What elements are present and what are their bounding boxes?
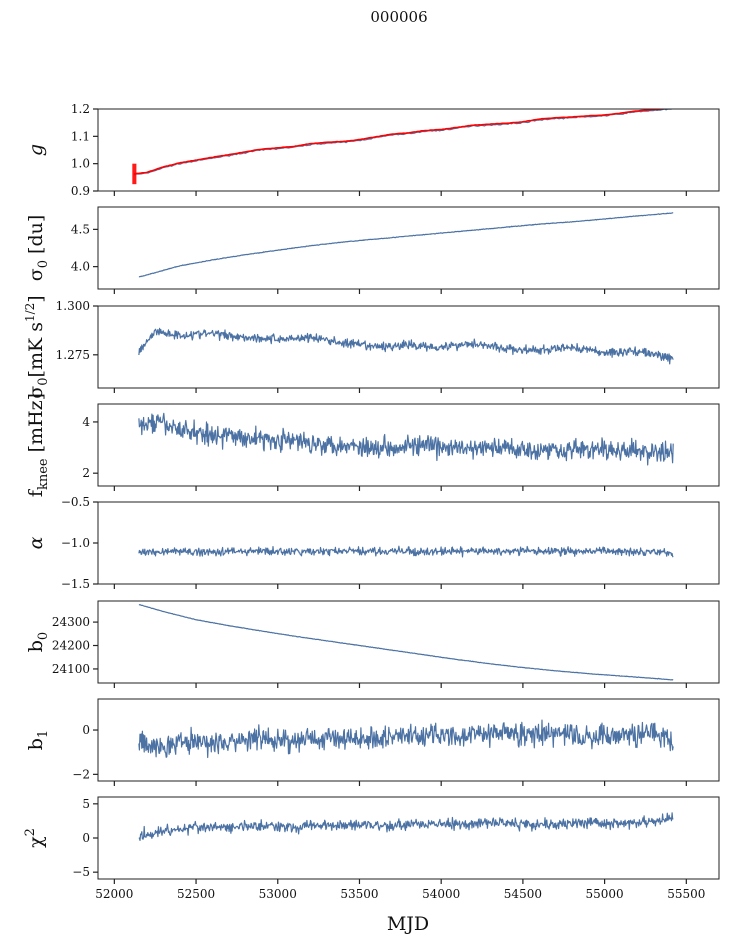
y-tick-label: −1.5 <box>61 577 90 591</box>
panel-g: 0.9 1.0 1.1 1.2 g <box>25 102 720 198</box>
y-tick-label: 24300 <box>52 615 90 629</box>
x-tick-label: 52000 <box>95 887 133 901</box>
y-tick-label: 1.300 <box>56 299 90 313</box>
panel-sigma0_mk: 1.275 1.300 σ0[mK s1/2] <box>23 295 720 399</box>
y-tick-label: 24200 <box>52 639 90 653</box>
panel-alpha: −1.5 −1.0 −0.5 α <box>25 495 720 591</box>
panel-frame <box>97 698 720 782</box>
series-group <box>138 327 674 365</box>
y-axis-label: α <box>25 536 47 549</box>
panel-fknee: 2 4 fknee [mHz] <box>25 393 720 497</box>
y-tick-label: −0.5 <box>61 495 90 509</box>
x-tick-label: 55500 <box>667 887 705 901</box>
y-tick-label: 1.275 <box>56 348 90 362</box>
series-line-0 <box>138 604 674 681</box>
y-tick-label: 0 <box>82 723 90 737</box>
series-line-0 <box>138 545 674 558</box>
y-axis-label: b1 <box>25 730 51 750</box>
panel-frame <box>97 305 720 389</box>
panel-frame <box>97 108 720 192</box>
series-line-0 <box>133 109 674 176</box>
panel-frame <box>97 796 720 880</box>
y-tick-label: 1.2 <box>71 102 90 116</box>
series-line-0 <box>138 412 674 466</box>
y-axis-label: b0 <box>25 632 51 652</box>
y-tick-label: −2 <box>72 767 90 781</box>
panel-frame <box>97 501 720 585</box>
y-axis-label: σ0 [du] <box>25 215 51 282</box>
panel-frame <box>97 206 720 290</box>
y-tick-label: 1.0 <box>71 157 90 171</box>
y-tick-label: 0.9 <box>71 184 90 198</box>
x-tick-label: 55000 <box>586 887 624 901</box>
y-tick-label: 5 <box>82 797 90 811</box>
panel-sigma0_du: 4.0 4.5 σ0 [du] <box>25 206 720 294</box>
panel-chi2: −5 0 5 52000 52500 53000 53500 54000 54500 55000 5… <box>23 796 720 901</box>
y-tick-label: 0 <box>82 831 90 845</box>
x-axis-label: MJD <box>387 913 429 935</box>
series-group <box>138 812 674 842</box>
series-line-0 <box>138 719 674 759</box>
y-tick-label: 4 <box>82 415 90 429</box>
series-line-0 <box>138 812 674 842</box>
series-line-0 <box>138 327 674 365</box>
x-tick-label: 54500 <box>504 887 542 901</box>
series-group <box>138 212 674 278</box>
series-group <box>138 604 674 681</box>
y-tick-label: −1.0 <box>61 536 90 550</box>
panel-b1: −2 0 b1 <box>25 698 720 786</box>
y-tick-label: 24100 <box>52 662 90 676</box>
series-group <box>138 719 674 759</box>
y-tick-label: 4.5 <box>71 222 90 236</box>
x-tick-label: 53500 <box>340 887 378 901</box>
y-axis-label: g <box>25 144 47 156</box>
series-line-0 <box>138 212 674 278</box>
y-axis-label: fknee [mHz] <box>25 393 51 497</box>
series-group <box>138 412 674 466</box>
y-tick-label: −5 <box>72 865 90 879</box>
x-tick-label: 54000 <box>422 887 460 901</box>
series-group <box>132 109 674 185</box>
y-tick-label: 2 <box>82 466 90 480</box>
panel-frame <box>97 600 720 684</box>
x-tick-label: 53000 <box>259 887 297 901</box>
y-tick-label: 1.1 <box>71 129 90 143</box>
y-tick-label: 4.0 <box>71 260 90 274</box>
figure-title: 000006 <box>370 8 427 26</box>
x-tick-label: 52500 <box>177 887 215 901</box>
series-line-1 <box>133 109 674 175</box>
panels: 0.9 1.0 1.1 1.2 g 4.0 4.5 σ0 [du] 1.275 1.300 σ0[m… <box>23 102 720 901</box>
y-axis-label: χ2 <box>23 828 47 848</box>
y-axis-label: σ0[mK s1/2] <box>23 295 51 398</box>
series-group <box>138 545 674 558</box>
panel-frame <box>97 403 720 487</box>
